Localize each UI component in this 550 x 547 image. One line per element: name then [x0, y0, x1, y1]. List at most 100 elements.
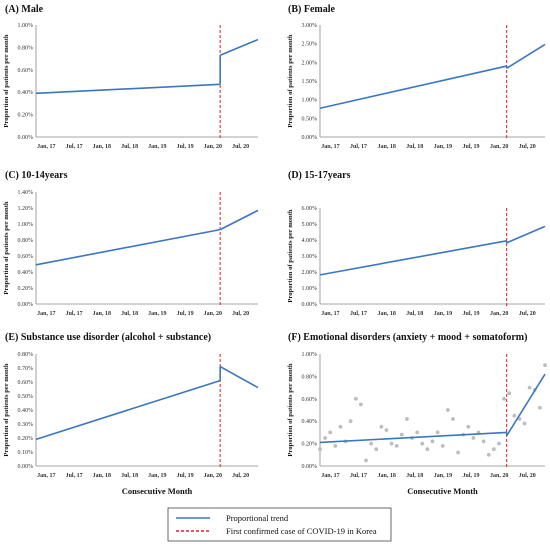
y-tick-label: 1.00% — [302, 352, 318, 358]
scatter-point — [399, 432, 404, 437]
x-tick-label: Jul, 17 — [66, 144, 83, 150]
y-axis-label: Proportion of patients per month — [3, 363, 10, 457]
x-tick-label: Jan, 17 — [321, 311, 339, 317]
x-tick-label: Jul, 19 — [177, 473, 194, 479]
y-tick-label: 4.00% — [302, 238, 318, 244]
x-tick-label: Jul, 18 — [406, 144, 423, 150]
panel-title: (A) Male — [5, 4, 44, 15]
panel-title: (E) Substance use disorder (alcohol + su… — [5, 332, 211, 343]
trend-line — [219, 38, 259, 56]
y-tick-label: 5.00% — [302, 222, 318, 228]
x-axis-label: Consecutive Month — [122, 486, 193, 496]
x-tick-label: Jul, 19 — [177, 311, 194, 317]
scatter-point — [502, 396, 506, 401]
scatter-point — [333, 443, 338, 448]
y-tick-label: 0.40% — [302, 419, 318, 425]
y-axis-label: Proportion of patients per month — [287, 34, 294, 128]
x-tick-label: Jul, 17 — [350, 144, 367, 150]
x-tick-label: Jan, 18 — [378, 311, 396, 317]
y-tick-label: 3.00% — [302, 23, 318, 29]
y-tick-label: 0.80% — [18, 352, 34, 358]
legend-label: Proportional trend — [226, 513, 289, 523]
legend-label: First confirmed case of COVID-19 in Kore… — [226, 526, 377, 536]
y-tick-label: 0.00% — [302, 135, 318, 141]
panel-title: (D) 15-17years — [288, 170, 351, 181]
y-tick-label: 0.50% — [18, 394, 34, 400]
chart-panel-2: (B) Female Proportion of patients per mon… — [287, 4, 546, 150]
trend-line — [319, 65, 507, 110]
x-tick-label: Jul, 20 — [232, 144, 249, 150]
scatter-point — [323, 436, 328, 440]
y-tick-label: 2.00% — [302, 270, 318, 276]
scatter-point — [497, 441, 501, 446]
x-tick-label: Jul, 18 — [121, 311, 138, 317]
trend-line — [505, 373, 546, 437]
scatter-point — [369, 441, 374, 446]
scatter-point — [491, 447, 496, 452]
x-tick-label: Jul, 19 — [463, 473, 480, 479]
x-tick-label: Jan, 20 — [204, 144, 222, 150]
scatter-point — [430, 439, 435, 444]
panel-title: (B) Female — [288, 4, 335, 15]
y-tick-label: 0.40% — [18, 270, 34, 276]
trend-line — [319, 240, 507, 276]
y-tick-label: 3.00% — [302, 254, 318, 260]
legend: Proportional trend First confirmed case o… — [167, 507, 392, 542]
y-tick-label: 0.60% — [18, 380, 34, 386]
scatter-point — [318, 447, 322, 452]
x-tick-label: Jul, 20 — [519, 144, 536, 150]
x-axis-label: Consecutive Month — [407, 486, 478, 496]
y-tick-label: 0.20% — [302, 442, 318, 448]
y-tick-label: 0.40% — [18, 408, 34, 414]
y-axis-label: Proportion of patients per month — [287, 209, 294, 303]
y-tick-label: 0.10% — [18, 450, 34, 456]
scatter-point — [338, 424, 343, 429]
x-tick-label: Jan, 20 — [490, 473, 508, 479]
x-tick-label: Jul, 20 — [519, 473, 536, 479]
chart-panel-6: (F) Emotional disorders (anxiety + mood … — [287, 332, 547, 496]
x-tick-label: Jul, 20 — [519, 311, 536, 317]
y-tick-label: 0.00% — [302, 464, 318, 470]
x-tick-label: Jan, 19 — [434, 311, 452, 317]
trend-line — [35, 83, 221, 95]
y-tick-label: 0.00% — [302, 302, 318, 308]
y-tick-label: 0.20% — [18, 286, 34, 292]
x-tick-label: Jan, 19 — [434, 144, 452, 150]
y-tick-label: 0.40% — [18, 90, 34, 96]
scatter-point — [379, 424, 384, 429]
scatter-point — [543, 363, 547, 368]
x-tick-label: Jan, 19 — [434, 473, 452, 479]
x-tick-label: Jan, 18 — [378, 144, 396, 150]
y-tick-label: 0.80% — [18, 238, 34, 244]
scatter-point — [435, 430, 440, 435]
panel-title: (F) Emotional disorders (anxiety + mood … — [288, 332, 527, 343]
y-tick-label: 1.00% — [302, 98, 318, 104]
scatter-point — [384, 428, 389, 433]
x-tick-label: Jan, 17 — [37, 473, 55, 479]
x-tick-label: Jan, 20 — [490, 311, 508, 317]
y-tick-label: 0.00% — [18, 464, 34, 470]
trend-line — [35, 379, 221, 441]
scatter-point — [445, 408, 450, 412]
x-tick-label: Jul, 17 — [66, 311, 83, 317]
panel-title: (C) 10-14years — [5, 170, 68, 181]
y-tick-label: 1.00% — [18, 23, 34, 29]
scatter-point — [507, 391, 512, 396]
legend-box — [167, 507, 392, 542]
y-axis-label: Proportion of patients per month — [3, 34, 10, 128]
scatter-point — [481, 439, 486, 444]
scatter-point — [328, 430, 333, 435]
x-tick-label: Jul, 20 — [232, 311, 249, 317]
x-tick-label: Jul, 19 — [463, 311, 480, 317]
x-tick-label: Jan, 19 — [148, 311, 166, 317]
y-axis-label: Proportion of patients per month — [3, 201, 10, 295]
x-tick-label: Jul, 17 — [66, 473, 83, 479]
y-tick-label: 1.20% — [18, 206, 34, 212]
x-tick-label: Jan, 20 — [204, 473, 222, 479]
scatter-point — [374, 447, 379, 452]
y-tick-label: 0.80% — [18, 45, 34, 51]
x-tick-label: Jan, 17 — [37, 311, 55, 317]
y-tick-label: 1.00% — [18, 222, 34, 228]
y-tick-label: 0.60% — [302, 397, 318, 403]
trend-line — [506, 43, 546, 69]
